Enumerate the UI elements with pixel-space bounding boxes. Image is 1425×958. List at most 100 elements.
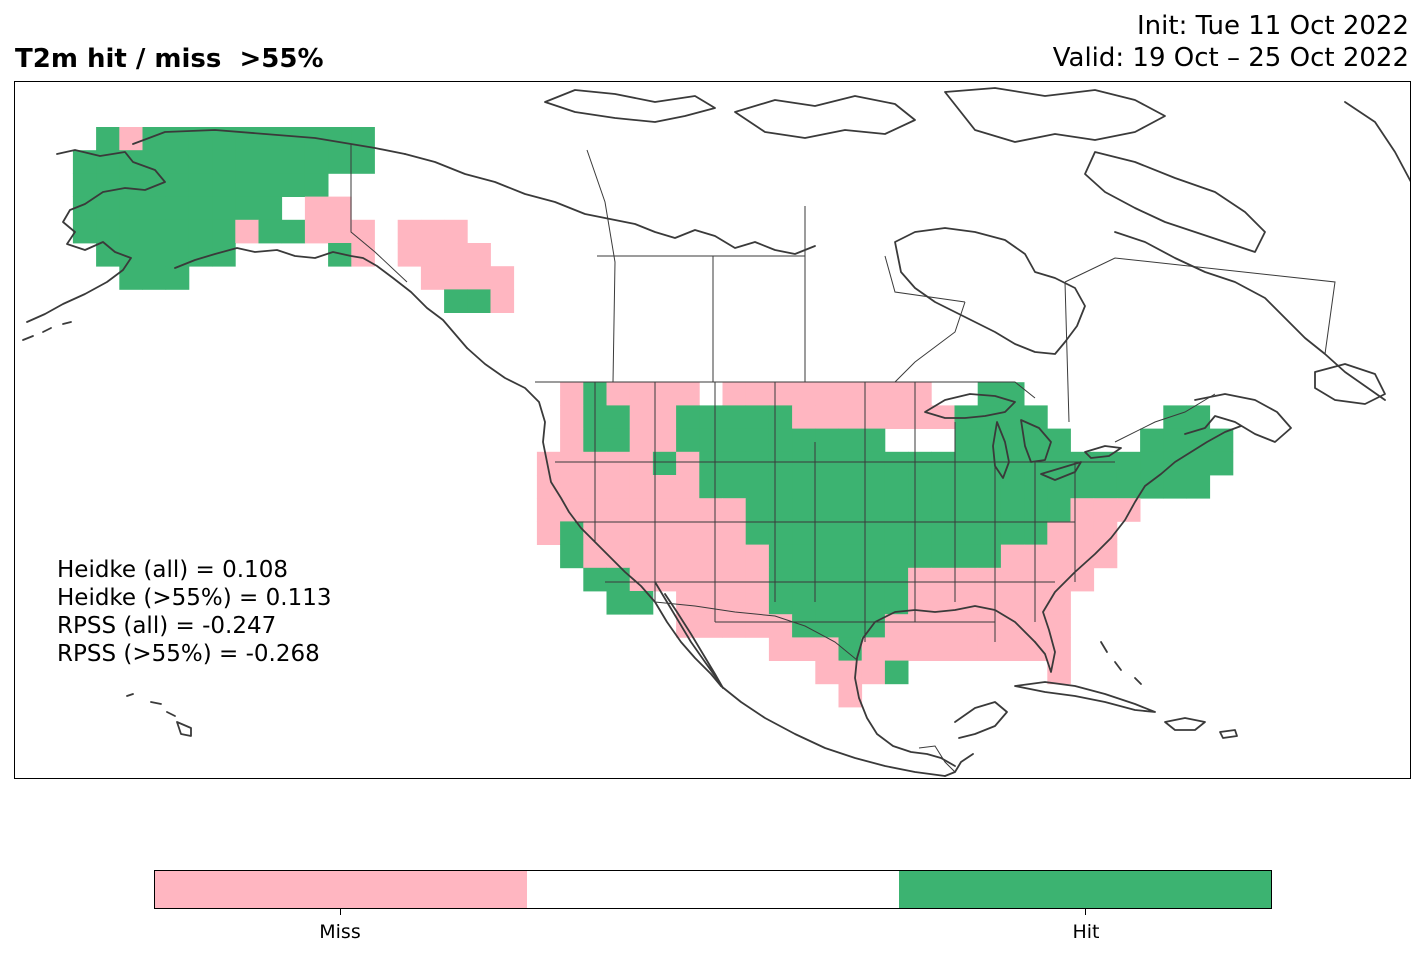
hit-cell: [165, 127, 190, 151]
hit-cell: [768, 591, 793, 615]
hit-cell: [977, 521, 1002, 545]
hit-cell: [815, 475, 839, 499]
central-america: [944, 753, 974, 777]
hit-cell: [676, 405, 700, 429]
hit-cell: [838, 591, 863, 615]
miss-cell: [745, 591, 770, 615]
miss-cell: [351, 219, 375, 244]
colorbar-label-miss: Miss: [319, 921, 361, 943]
hit-cell: [908, 451, 932, 476]
miss-cell: [838, 405, 863, 429]
hit-cell: [119, 219, 143, 244]
hit-cell: [165, 150, 190, 174]
miss-cell: [652, 475, 677, 499]
miss-cell: [838, 683, 863, 708]
hit-cell: [235, 196, 259, 221]
hit-cell: [745, 405, 770, 429]
hit-cell: [745, 475, 770, 499]
miss-cell: [1070, 498, 1095, 522]
miss-cell: [629, 475, 654, 499]
miss-cell: [444, 219, 468, 244]
hit-cell: [815, 428, 839, 453]
hit-cell: [1186, 451, 1211, 476]
greenland-edge: [1344, 101, 1410, 183]
hit-cell: [212, 243, 236, 267]
hit-cell: [72, 173, 97, 197]
hit-cell: [1140, 475, 1164, 499]
hit-cell: [96, 173, 120, 197]
maritimes: [1184, 393, 1292, 443]
init-date-label: Init: Tue 11 Oct 2022: [1137, 11, 1409, 41]
hit-cell: [1024, 428, 1048, 453]
arctic-islands-1: [544, 89, 716, 123]
miss-cell: [606, 382, 631, 406]
heidke-all-score: Heidke (all) = 0.108: [57, 557, 288, 583]
miss-cell: [722, 521, 747, 545]
hit-cell: [119, 243, 143, 267]
hit-cell: [1116, 475, 1141, 499]
hit-cell: [444, 289, 468, 313]
miss-cell: [536, 475, 561, 499]
miss-cell: [652, 382, 677, 406]
hit-cell: [908, 498, 932, 522]
miss-cell: [1024, 544, 1048, 569]
hit-cell: [722, 428, 747, 453]
hit-cell: [768, 521, 793, 545]
hit-cell: [142, 196, 167, 221]
baffin-island: [1084, 151, 1266, 253]
hit-cell: [188, 243, 213, 267]
rpss-all-score: RPSS (all) = -0.247: [57, 613, 277, 639]
hit-cell: [1000, 521, 1025, 545]
miss-cell: [560, 475, 584, 499]
mexico-guatemala-border: [918, 745, 956, 773]
hit-cell: [931, 521, 955, 545]
hit-cell: [977, 475, 1002, 499]
hit-cell: [861, 428, 886, 453]
canada-us-border: [535, 381, 1216, 443]
hit-cell: [235, 150, 259, 174]
colorbar-hit-segment: [899, 871, 1271, 908]
hit-cell: [884, 567, 909, 592]
skill-scores: Heidke (all) = 0.108 Heidke (>55%) = 0.1…: [57, 556, 331, 668]
miss-cell: [1047, 614, 1071, 638]
hit-cell: [1024, 521, 1048, 545]
hit-cell: [768, 405, 793, 429]
hit-cell: [1163, 428, 1187, 453]
hit-cell: [258, 196, 283, 221]
hit-cell: [931, 451, 955, 476]
hit-cell: [142, 243, 167, 267]
miss-cell: [861, 382, 886, 406]
hit-cell: [165, 243, 190, 267]
hit-cell: [328, 243, 352, 267]
arctic-islands-3: [944, 87, 1166, 143]
miss-cell: [1047, 521, 1071, 545]
miss-cell: [629, 382, 654, 406]
hit-cell: [792, 451, 816, 476]
hit-cell: [699, 405, 723, 429]
hit-cell: [1209, 428, 1234, 453]
hit-cell: [72, 150, 97, 174]
hit-cell: [977, 451, 1002, 476]
hit-cell: [1186, 405, 1211, 429]
miss-cell: [629, 428, 654, 453]
hit-cell: [792, 544, 816, 569]
hit-cell: [792, 591, 816, 615]
hit-cell: [258, 173, 283, 197]
lake-erie: [1040, 461, 1082, 481]
hit-cell: [304, 150, 329, 174]
colorbar-label-hit: Hit: [1072, 921, 1100, 943]
miss-cell: [838, 382, 863, 406]
mexico-pacific-coast: [720, 685, 946, 777]
miss-cell: [815, 637, 839, 661]
bahamas: [1100, 641, 1142, 685]
hit-cell: [815, 451, 839, 476]
hit-cell: [838, 614, 863, 638]
hit-cell: [606, 405, 631, 429]
rpss-55-score: RPSS (>55%) = -0.268: [57, 641, 320, 667]
miss-cell: [745, 567, 770, 592]
miss-cell: [606, 521, 631, 545]
miss-cell: [908, 637, 932, 661]
hit-cell: [1209, 451, 1234, 476]
province-borders: [586, 149, 1336, 423]
alaska-coastline: [26, 149, 468, 349]
